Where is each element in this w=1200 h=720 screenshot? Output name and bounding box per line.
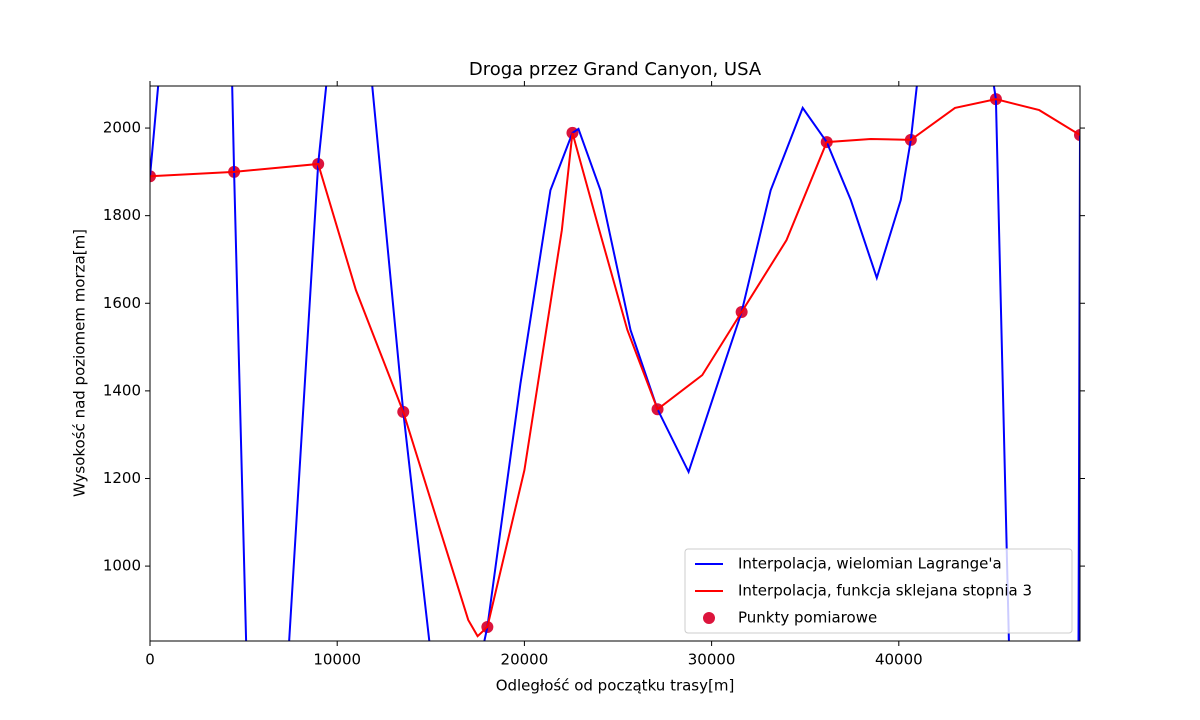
y-tick-label: 2000 — [103, 119, 141, 137]
x-tick-label: 40000 — [875, 651, 923, 669]
y-tick-label: 1600 — [103, 294, 141, 312]
axes-frame — [149, 85, 1081, 642]
chart-title: Droga przez Grand Canyon, USA — [469, 59, 762, 80]
x-axis-label: Odległość od początku trasy[m] — [496, 677, 735, 695]
legend: Interpolacja, wielomian Lagrange'a Interp… — [684, 548, 1073, 634]
plot-area — [150, 86, 1080, 641]
line-series — [150, 98, 1080, 638]
axes: 0 10000 20000 30000 40000 1000 1200 1400 1600 180… — [103, 81, 1085, 669]
x-tick-label: 20000 — [501, 651, 549, 669]
x-tick-label: 30000 — [688, 651, 736, 669]
y-tick-label: 1200 — [103, 469, 141, 487]
legend-box — [684, 548, 1073, 634]
legend-label: Punkty pomiarowe — [738, 609, 877, 627]
legend-marker — [703, 612, 715, 624]
x-tick-label: 0 — [145, 651, 155, 669]
y-tick-label: 1800 — [103, 206, 141, 224]
x-tick-label: 10000 — [313, 651, 361, 669]
legend-label: Interpolacja, wielomian Lagrange'a — [738, 555, 1002, 573]
y-tick-label: 1000 — [103, 557, 141, 575]
legend-label: Interpolacja, funkcja sklejana stopnia 3 — [738, 582, 1032, 600]
line-series — [150, 86, 1080, 641]
y-tick-label: 1400 — [103, 381, 141, 399]
y-axis-label: Wysokość nad poziomem morza[m] — [71, 229, 89, 497]
